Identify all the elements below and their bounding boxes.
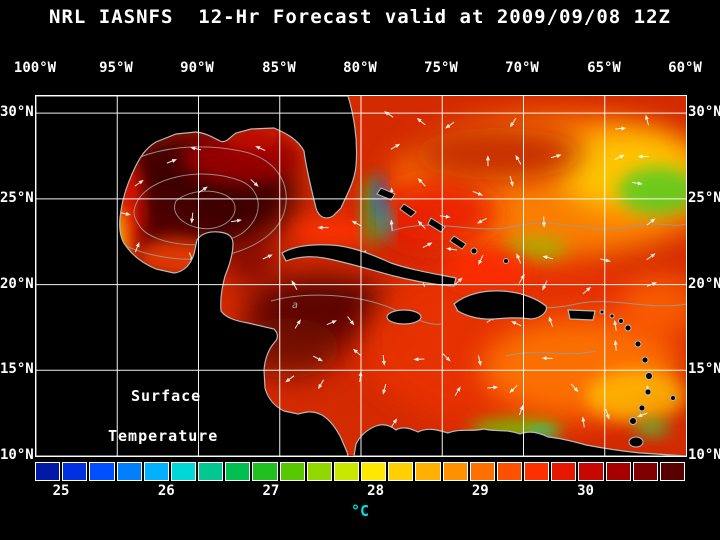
colorbar-segment [252, 462, 278, 481]
colorbar-segment [469, 462, 495, 481]
lat-label: 30°N [688, 104, 720, 120]
sst-map [36, 96, 686, 456]
colorbar-segment [225, 462, 251, 481]
lat-label: 25°N [0, 190, 34, 206]
colorbar-tick-label: 28 [367, 483, 385, 499]
colorbar-segment [306, 462, 332, 481]
colorbar-segment [143, 462, 169, 481]
island-puerto-rico [567, 309, 596, 321]
lon-label: 90°W [180, 60, 214, 76]
map-caption-line2: Temperature [108, 427, 219, 445]
colorbar-segment [578, 462, 604, 481]
colorbar-segment [551, 462, 577, 481]
colorbar-segment [62, 462, 88, 481]
colorbar-segment [632, 462, 658, 481]
island-cuba [281, 244, 457, 287]
colorbar-segment [524, 462, 550, 481]
lat-label: 20°N [0, 276, 34, 292]
lon-label: 95°W [99, 60, 133, 76]
land-masses [36, 96, 686, 456]
lat-label: 10°N [0, 447, 34, 463]
lat-label: 15°N [0, 361, 34, 377]
island-jamaica [386, 309, 422, 325]
colorbar-tick-row: 25 26 27 28 29 30 [35, 483, 685, 500]
grid-lines [36, 96, 686, 456]
lat-label: 30°N [0, 104, 34, 120]
lat-label: 20°N [688, 276, 720, 292]
lon-label: 70°W [505, 60, 539, 76]
lon-label: 85°W [262, 60, 296, 76]
colorbar-segment [442, 462, 468, 481]
colorbar [35, 462, 686, 481]
map-caption-line1: Surface [131, 387, 202, 405]
lon-label: 75°W [424, 60, 458, 76]
colorbar-segment [659, 462, 686, 481]
colorbar-segment [116, 462, 142, 481]
colorbar-tick-label: 26 [157, 483, 175, 499]
lat-label: 25°N [688, 190, 720, 206]
colorbar-segment [333, 462, 360, 481]
colorbar-segment [415, 462, 441, 481]
colorbar-segment [496, 462, 523, 481]
islands-bahamas [376, 187, 509, 264]
lon-label: 100°W [13, 60, 57, 76]
colorbar-segment [279, 462, 305, 481]
colorbar-tick-label: 30 [577, 483, 594, 499]
colorbar-tick-label: 27 [262, 483, 280, 499]
figure-title: NRL IASNFS 12-Hr Forecast valid at 2009/… [49, 6, 671, 28]
islands-lesser-antilles [599, 309, 676, 448]
colorbar-segment [388, 462, 414, 481]
lon-label: 80°W [343, 60, 377, 76]
land-north-central-america [36, 96, 358, 456]
colorbar-unit-label: °C [350, 502, 370, 520]
colorbar-segment [170, 462, 197, 481]
colorbar-segment [361, 462, 387, 481]
lon-label: 60°W [668, 60, 702, 76]
colorbar-tick-label: 29 [471, 483, 489, 499]
land-south-america [353, 424, 686, 456]
lat-label: 10°N [688, 447, 720, 463]
colorbar-segment [198, 462, 224, 481]
colorbar-segment [35, 462, 61, 481]
lat-label: 15°N [688, 361, 720, 377]
contour-label: a [292, 300, 299, 311]
lon-label: 65°W [587, 60, 621, 76]
map-plot-area: Surface Temperature a [35, 95, 687, 457]
colorbar-tick-label: 25 [52, 483, 70, 499]
colorbar-segment [89, 462, 115, 481]
colorbar-segment [605, 462, 631, 481]
